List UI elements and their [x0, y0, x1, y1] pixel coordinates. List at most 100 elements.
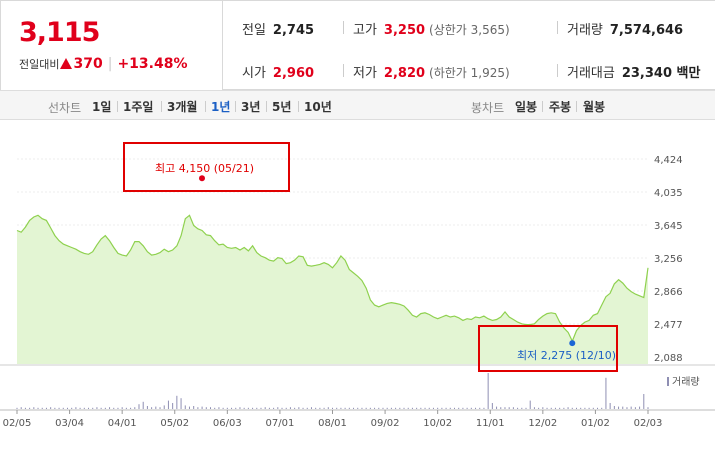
price-chart: 4,424 4,035 3,645 3,256 2,866 2,477 2,088 거래량 …	[0, 121, 715, 454]
volume-bar	[470, 407, 472, 409]
volume-bar	[475, 407, 477, 409]
volume-bar	[432, 407, 434, 409]
x-tick-label: 07/01	[266, 418, 295, 429]
x-tick-label: 11/01	[476, 418, 505, 429]
period-1y[interactable]: 1년	[211, 100, 231, 114]
volume-bar	[294, 407, 296, 409]
x-tick-label: 03/04	[55, 418, 84, 429]
y-tick-label: 4,424	[654, 155, 683, 166]
period-5y[interactable]: 5년	[272, 100, 292, 114]
period-1d[interactable]: 1일	[92, 100, 112, 114]
divider	[557, 64, 558, 77]
volume-bar	[504, 407, 506, 409]
candle-monthly[interactable]: 월봉	[583, 100, 606, 114]
volume-bar	[554, 407, 556, 409]
volume-bar	[79, 407, 81, 409]
volume-bar	[159, 407, 161, 409]
volume-bar	[630, 406, 632, 409]
volume-bar	[113, 407, 115, 409]
volume-bar	[210, 407, 212, 409]
volume-bar	[20, 407, 22, 409]
low-value: 2,820	[383, 66, 426, 81]
volume-bar	[390, 407, 392, 409]
volume-bar	[588, 407, 590, 409]
volume-bar	[428, 407, 430, 409]
x-tick-label: 09/02	[371, 418, 400, 429]
volume-bar	[618, 406, 620, 409]
open-price: 시가 2,960	[242, 62, 314, 81]
volume-bar	[563, 407, 565, 409]
period-1w[interactable]: 1주일	[123, 100, 154, 114]
high-value: 3,250	[383, 23, 426, 38]
divider	[542, 101, 543, 112]
volume-bar	[571, 407, 573, 409]
volume-bar	[626, 407, 628, 409]
change-row: 전일대비 370 | +13.48%	[19, 56, 187, 72]
y-axis: 4,424 4,035 3,645 3,256 2,866 2,477 2,088	[654, 155, 683, 364]
change-label: 전일대비	[19, 58, 60, 71]
volume-bar	[584, 407, 586, 409]
volume-bar	[517, 407, 519, 409]
volume-bar	[369, 407, 371, 409]
period-10y[interactable]: 10년	[304, 100, 332, 114]
high-marker	[199, 175, 205, 182]
volume-bars: 거래량	[16, 373, 700, 409]
low-annotation-box: 최저 2,275 (12/10)	[478, 325, 618, 372]
volume-bar	[172, 403, 174, 409]
prev-close: 전일 2,745	[242, 19, 314, 38]
volume-bar	[167, 400, 169, 409]
divider	[343, 21, 344, 34]
volume-bar	[62, 407, 64, 409]
candle-daily[interactable]: 일봉	[515, 100, 538, 114]
open-value: 2,960	[272, 66, 315, 81]
volume-bar	[445, 407, 447, 409]
volume-bar	[88, 407, 90, 409]
current-price-box: 3,115 전일대비 370 | +13.48%	[1, 1, 223, 90]
volume-bar	[268, 407, 270, 409]
volume-bar	[487, 373, 489, 409]
line-chart-label: 선차트	[48, 101, 82, 115]
period-3y[interactable]: 3년	[241, 100, 261, 114]
x-tick-label: 02/05	[3, 418, 32, 429]
high-label: 고가	[353, 23, 377, 38]
x-tick-label: 05/02	[160, 418, 189, 429]
volume-bar	[83, 407, 85, 409]
period-3m[interactable]: 3개월	[167, 100, 198, 114]
volume-bar	[289, 407, 291, 409]
y-tick-label: 2,866	[654, 287, 683, 298]
volume-bar	[508, 407, 510, 409]
candle-weekly[interactable]: 주봉	[549, 100, 572, 114]
volume-bar	[332, 407, 333, 409]
volume-bar	[483, 407, 485, 409]
volume-bar	[420, 407, 422, 409]
volume-bar	[361, 407, 363, 409]
divider	[298, 101, 299, 112]
volume-bar	[281, 407, 283, 409]
volume-bar	[66, 407, 68, 409]
volume-bar	[597, 407, 599, 409]
x-tick-label: 01/02	[581, 418, 610, 429]
volume-bar	[151, 407, 153, 409]
volume-bar	[550, 407, 552, 409]
change-value: 370	[73, 56, 103, 72]
volume-bar	[319, 407, 321, 409]
volume-bar	[104, 407, 106, 409]
volume-bar	[243, 407, 245, 409]
volume-bar	[348, 407, 350, 409]
markers	[199, 175, 576, 347]
change-percent: +13.48%	[117, 56, 188, 72]
volume-bar	[609, 403, 611, 409]
volume-bar	[138, 404, 140, 409]
volume-bar	[298, 407, 300, 409]
volume-bar	[613, 406, 615, 409]
y-tick-label: 3,256	[654, 254, 683, 265]
divider	[161, 101, 162, 112]
volume-bar	[310, 407, 312, 409]
volume-bar	[529, 400, 531, 409]
volume-bar	[647, 407, 649, 409]
volume-bar	[411, 407, 413, 409]
prev-close-label: 전일	[242, 23, 266, 38]
volume-bar	[75, 407, 77, 409]
divider	[557, 21, 558, 34]
volume-bar	[188, 406, 190, 409]
